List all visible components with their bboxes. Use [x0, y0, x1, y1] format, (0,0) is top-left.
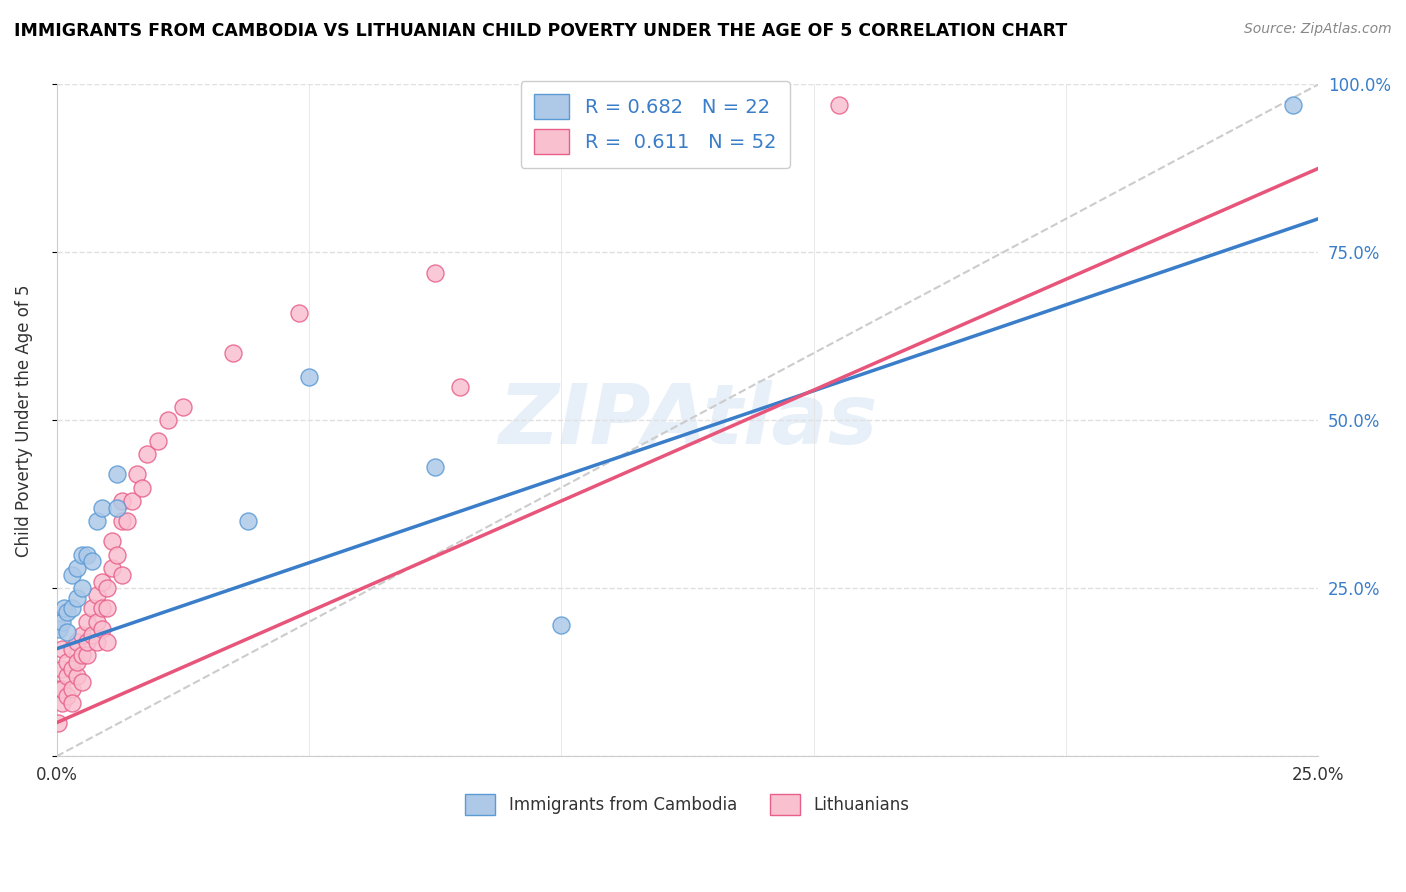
Point: [222, 346, 245, 360]
Text: Source: ZipAtlas.com: Source: ZipAtlas.com: [1244, 22, 1392, 37]
Text: IMMIGRANTS FROM CAMBODIA VS LITHUANIAN CHILD POVERTY UNDER THE AGE OF 5 CORRELAT: IMMIGRANTS FROM CAMBODIA VS LITHUANIAN C…: [14, 22, 1067, 40]
Point: [76, 648, 98, 663]
Point: [60, 641, 83, 656]
Point: [91, 500, 114, 515]
Y-axis label: Child Poverty Under the Age of 5: Child Poverty Under the Age of 5: [15, 284, 32, 557]
Point: [449, 380, 471, 394]
Point: [66, 655, 89, 669]
Point: [105, 467, 128, 481]
Point: [66, 561, 89, 575]
Point: [48, 622, 70, 636]
Point: [55, 689, 77, 703]
Point: [60, 696, 83, 710]
Point: [91, 601, 114, 615]
Point: [172, 400, 194, 414]
Point: [70, 675, 93, 690]
Point: [80, 628, 103, 642]
Point: [46, 715, 69, 730]
Point: [86, 588, 108, 602]
Point: [86, 635, 108, 649]
Point: [51, 662, 73, 676]
Point: [51, 696, 73, 710]
Point: [105, 548, 128, 562]
Point: [105, 500, 128, 515]
Point: [51, 615, 73, 629]
Point: [55, 605, 77, 619]
Point: [96, 582, 118, 596]
Point: [66, 635, 89, 649]
Point: [51, 682, 73, 697]
Point: [136, 447, 159, 461]
Point: [423, 460, 446, 475]
Point: [117, 514, 139, 528]
Point: [60, 567, 83, 582]
Point: [70, 648, 93, 663]
Point: [86, 615, 108, 629]
Point: [101, 561, 124, 575]
Point: [111, 567, 134, 582]
Point: [76, 548, 98, 562]
Point: [60, 601, 83, 615]
Point: [53, 601, 76, 615]
Point: [1282, 97, 1305, 112]
Point: [288, 306, 311, 320]
Point: [66, 591, 89, 606]
Point: [111, 494, 134, 508]
Point: [96, 601, 118, 615]
Point: [121, 494, 143, 508]
Point: [238, 514, 260, 528]
Point: [60, 662, 83, 676]
Point: [76, 635, 98, 649]
Point: [80, 601, 103, 615]
Point: [423, 266, 446, 280]
Point: [91, 622, 114, 636]
Point: [66, 668, 89, 682]
Point: [70, 582, 93, 596]
Point: [550, 618, 572, 632]
Point: [55, 655, 77, 669]
Point: [127, 467, 149, 481]
Point: [55, 624, 77, 639]
Point: [146, 434, 169, 448]
Point: [70, 548, 93, 562]
Point: [55, 668, 77, 682]
Point: [828, 97, 851, 112]
Point: [156, 413, 179, 427]
Point: [298, 369, 321, 384]
Point: [60, 682, 83, 697]
Point: [76, 615, 98, 629]
Point: [51, 641, 73, 656]
Point: [101, 534, 124, 549]
Point: [96, 635, 118, 649]
Point: [48, 682, 70, 697]
Point: [80, 554, 103, 568]
Point: [131, 481, 153, 495]
Point: [86, 514, 108, 528]
Text: ZIPAtlas: ZIPAtlas: [498, 380, 877, 461]
Point: [111, 514, 134, 528]
Legend: Immigrants from Cambodia, Lithuanians: Immigrants from Cambodia, Lithuanians: [458, 787, 917, 822]
Point: [70, 628, 93, 642]
Point: [91, 574, 114, 589]
